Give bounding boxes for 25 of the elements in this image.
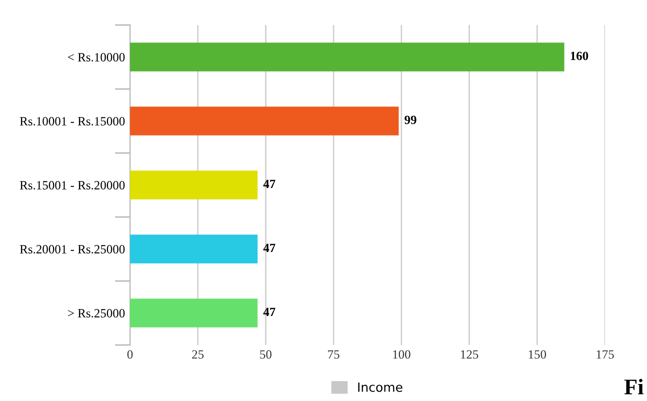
x-tick-label: 175 — [596, 350, 614, 359]
x-tick-label: 0 — [127, 350, 133, 359]
x-tick-label: 75 — [328, 350, 340, 359]
data-label: 47 — [263, 244, 276, 252]
x-tick-label: 100 — [393, 350, 410, 359]
x-tick-label: 25 — [192, 350, 204, 359]
y-tick-label: > Rs.25000 — [68, 309, 125, 318]
bar — [130, 234, 258, 264]
text: Income — [358, 382, 402, 392]
bar — [130, 106, 399, 136]
text: Fi — [624, 378, 644, 394]
data-label: 47 — [263, 180, 276, 188]
data-label: 99 — [404, 116, 416, 124]
bar — [130, 298, 258, 328]
y-tick-label: Rs.15001 - Rs.20000 — [20, 181, 125, 190]
x-tick-label: 125 — [461, 350, 478, 359]
bar — [130, 42, 564, 72]
bar — [130, 170, 258, 200]
y-tick-label: < Rs.10000 — [68, 53, 125, 62]
y-tick-label: Rs.10001 - Rs.15000 — [20, 117, 125, 126]
x-tick-label: 150 — [528, 350, 546, 359]
y-tick-label: Rs.20001 - Rs.25000 — [20, 245, 125, 254]
data-label: 160 — [570, 52, 588, 60]
x-tick-label: 50 — [260, 350, 272, 359]
data-label: 47 — [263, 308, 276, 316]
